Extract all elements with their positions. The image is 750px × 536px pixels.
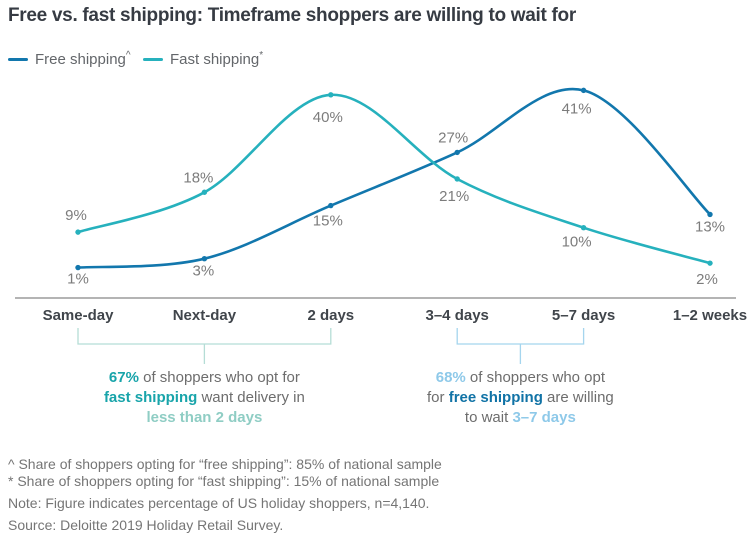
- line-chart: Same-day Next-day 2 days 3–4 days 5–7 days 1–…: [0, 72, 750, 377]
- footnote-note: Note: Figure indicates percentage of US …: [8, 495, 430, 511]
- annotation-text: 68%: [435, 369, 466, 386]
- data-label: 13%: [695, 218, 725, 235]
- data-point-marker: [201, 256, 208, 262]
- annotation-text: less than 2 days: [146, 409, 263, 426]
- data-label: 18%: [183, 169, 213, 186]
- annotation-text: of shoppers who opt for: [138, 369, 300, 386]
- data-label: 21%: [439, 188, 469, 205]
- x-axis-label: 5–7 days: [552, 307, 615, 324]
- x-axis-label: 2 days: [307, 307, 354, 324]
- annotation-text: fast shipping: [103, 389, 198, 406]
- free-shipping-line: [76, 87, 712, 269]
- annotation-line: 68% of shoppers who opt: [360, 368, 680, 388]
- fast-shipping-line: [76, 93, 712, 265]
- footnote-source: Source: Deloitte 2019 Holiday Retail Sur…: [8, 517, 284, 533]
- annotation-text: to wait: [464, 409, 513, 426]
- legend-swatch-fast-shipping: [143, 57, 163, 61]
- data-label: 1%: [67, 271, 89, 288]
- annotation-text: of shoppers who opt: [465, 369, 606, 386]
- footnotes: ^ Share of shoppers opting for “free shi…: [8, 456, 442, 534]
- free-shipping-footnote-marker: ^: [125, 50, 131, 61]
- data-point-marker: [707, 211, 713, 218]
- footnote-fast-shipping-sample: * Share of shoppers opting for “fast shi…: [8, 473, 440, 489]
- data-label: 41%: [562, 100, 592, 117]
- data-label: 3%: [193, 263, 215, 280]
- annotation-free-shipping: 68% of shoppers who opt for free shipping…: [360, 368, 680, 428]
- data-label: 2%: [696, 271, 718, 288]
- x-axis-label: Same-day: [43, 307, 115, 324]
- data-point-marker: [580, 87, 587, 94]
- annotation-line: fast shipping want delivery in: [44, 388, 364, 408]
- data-label: 40%: [313, 109, 343, 126]
- data-label: 15%: [313, 213, 343, 230]
- annotation-line: for free shipping are willing: [360, 388, 680, 408]
- footnote-free-shipping-sample: ^ Share of shoppers opting for “free shi…: [8, 456, 442, 472]
- x-axis-label: Next-day: [173, 307, 237, 324]
- x-axis-label: 3–4 days: [426, 307, 489, 324]
- data-point-marker: [328, 92, 334, 98]
- annotation-fast-shipping: 67% of shoppers who opt for fast shipping…: [44, 368, 364, 428]
- annotation-text: 67%: [108, 369, 139, 386]
- annotation-text: want delivery in: [197, 389, 305, 406]
- annotation-text: are willing: [542, 389, 614, 406]
- data-point-marker: [580, 225, 587, 231]
- bracket-fast-shipping-note: [77, 328, 332, 364]
- annotation-text: 3–7 days: [512, 409, 576, 426]
- data-label: 27%: [438, 129, 468, 146]
- line-chart-svg: Same-day Next-day 2 days 3–4 days 5–7 days 1–…: [15, 87, 747, 364]
- legend-label-free-shipping: Free shipping^: [35, 50, 131, 68]
- data-label: 9%: [65, 207, 87, 224]
- data-point-marker: [201, 189, 208, 195]
- annotation-text: free shipping: [448, 389, 543, 406]
- data-point-marker: [328, 202, 334, 209]
- annotation-line: to wait 3–7 days: [360, 408, 680, 428]
- legend-swatch-free-shipping: [8, 57, 28, 61]
- x-axis-label: 1–2 weeks: [673, 307, 747, 324]
- data-point-marker: [75, 264, 81, 271]
- annotation-line: 67% of shoppers who opt for: [44, 368, 364, 388]
- bracket-free-shipping-note: [456, 328, 585, 364]
- annotation-line: less than 2 days: [44, 408, 364, 428]
- data-label: 10%: [562, 234, 592, 251]
- page-title: Free vs. fast shipping: Timeframe shoppe…: [8, 5, 576, 26]
- data-point-marker: [454, 149, 460, 156]
- legend-item-fast-shipping: Fast shipping*: [143, 50, 263, 68]
- fast-shipping-footnote-marker: *: [259, 50, 264, 61]
- legend: Free shipping^ Fast shipping*: [0, 50, 750, 70]
- data-point-marker: [707, 260, 713, 266]
- data-point-marker: [75, 229, 81, 235]
- data-point-marker: [454, 176, 460, 182]
- legend-label-fast-shipping: Fast shipping*: [170, 50, 264, 68]
- annotation-text: for: [427, 389, 449, 406]
- legend-item-free-shipping: Free shipping^: [8, 50, 131, 68]
